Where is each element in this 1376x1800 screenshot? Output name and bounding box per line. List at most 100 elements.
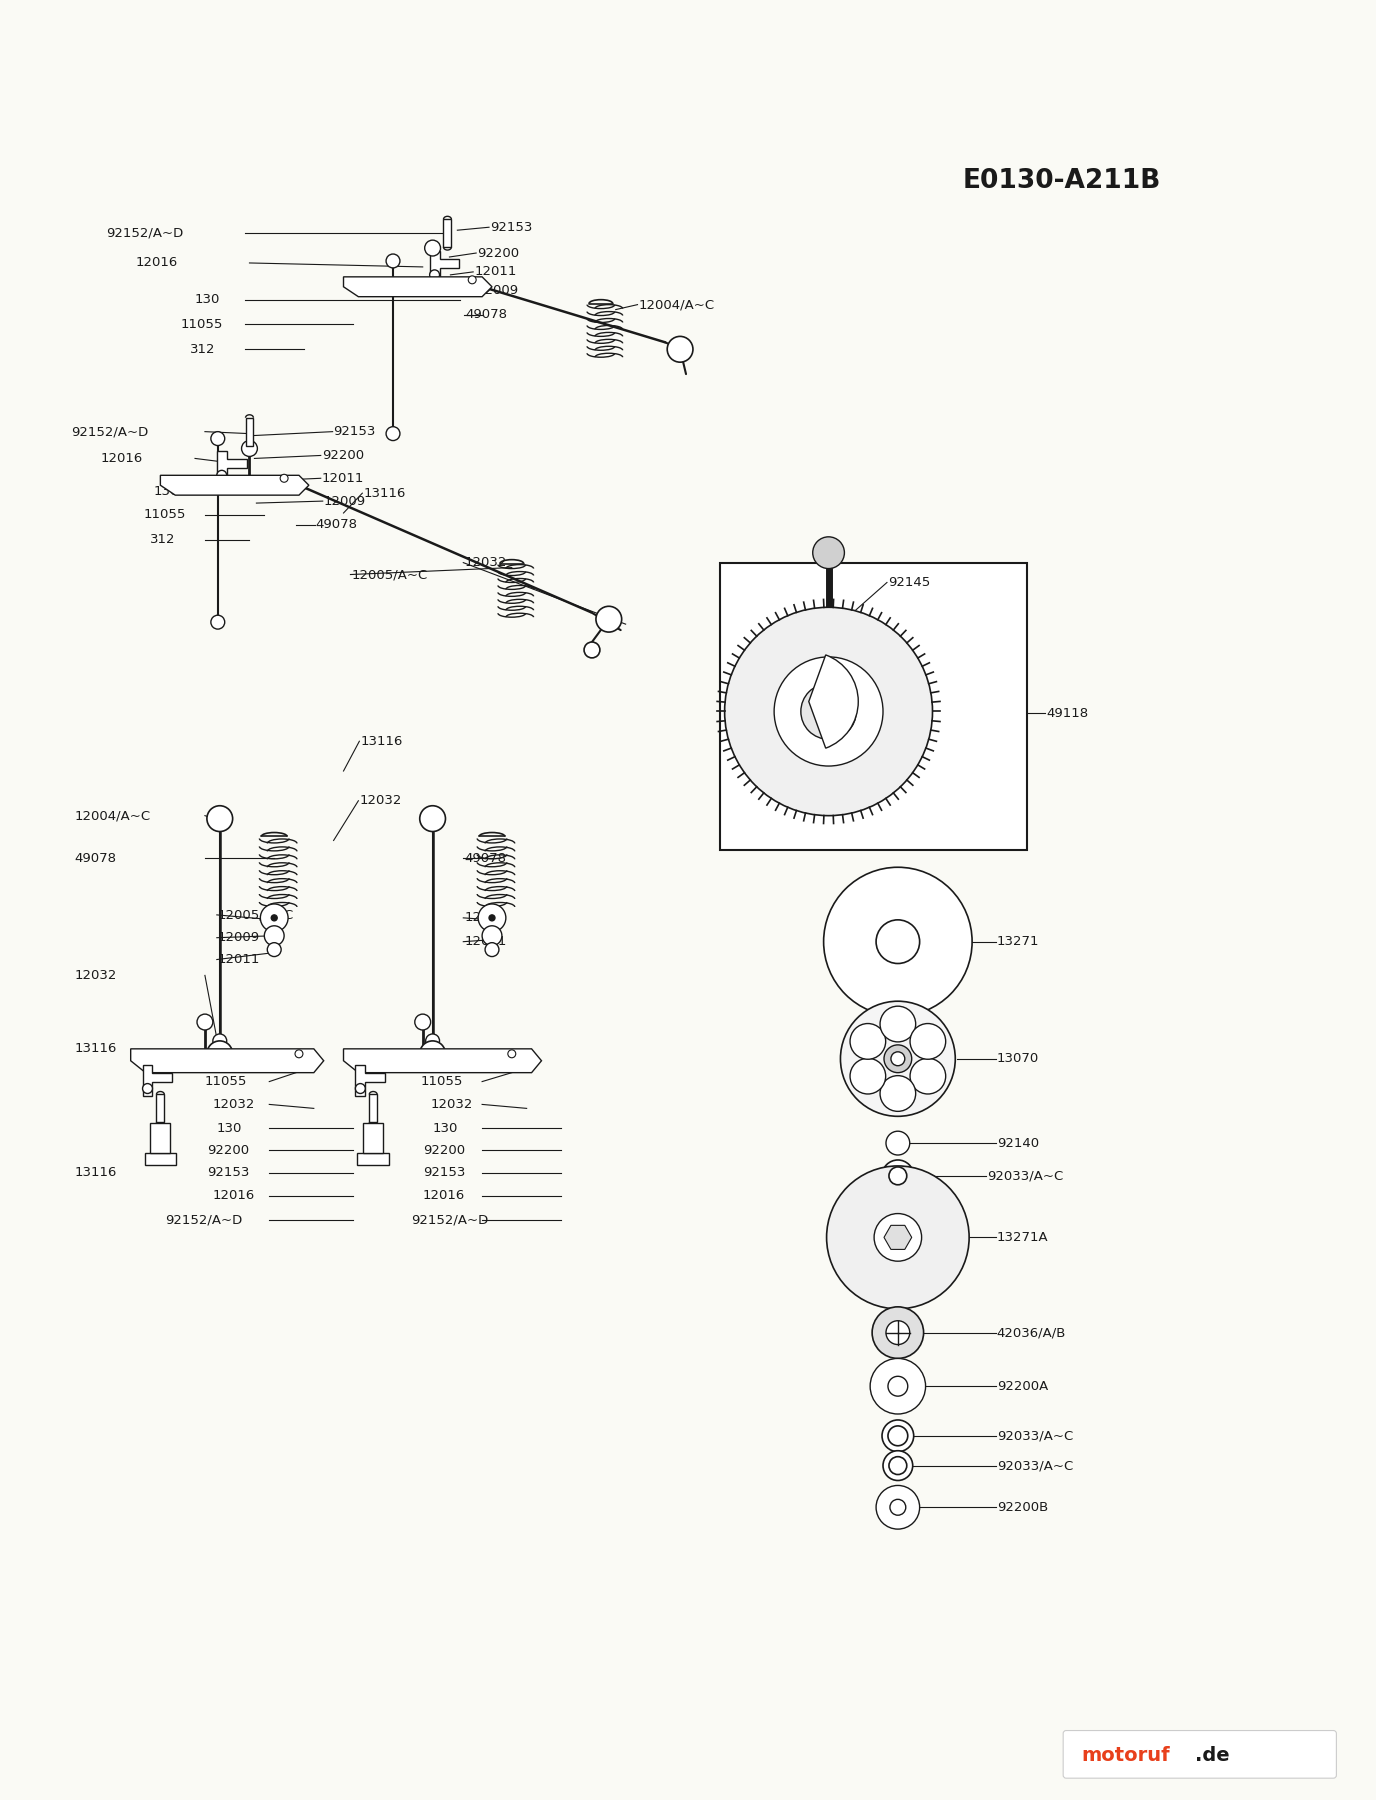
Circle shape [211, 616, 224, 630]
Circle shape [889, 1166, 907, 1184]
Text: 12004/A~C: 12004/A~C [638, 299, 714, 311]
Text: 12032: 12032 [213, 1098, 255, 1111]
Text: 11055: 11055 [143, 508, 186, 522]
Text: 92033/A~C: 92033/A~C [987, 1170, 1064, 1183]
Circle shape [881, 1076, 915, 1111]
Polygon shape [355, 1066, 385, 1096]
FancyBboxPatch shape [1064, 1730, 1336, 1778]
Text: 92152/A~D: 92152/A~D [72, 425, 149, 437]
Text: 12011: 12011 [475, 265, 516, 279]
Text: 49078: 49078 [74, 851, 116, 864]
Circle shape [815, 698, 842, 725]
Circle shape [824, 868, 971, 1015]
Circle shape [420, 1040, 446, 1067]
Bar [720, 563, 1026, 850]
Text: 12005/A~C: 12005/A~C [351, 569, 428, 581]
Circle shape [583, 643, 600, 657]
Text: 12004/A~C: 12004/A~C [74, 810, 150, 823]
Text: 13070: 13070 [996, 1053, 1039, 1066]
Circle shape [667, 337, 694, 362]
Text: 312: 312 [417, 1053, 442, 1066]
Circle shape [882, 1159, 914, 1192]
Text: 12009: 12009 [464, 911, 506, 925]
Circle shape [264, 925, 283, 945]
Text: 42036/A/B: 42036/A/B [996, 1327, 1066, 1339]
Polygon shape [131, 1049, 323, 1073]
Text: 13271A: 13271A [996, 1231, 1049, 1244]
Circle shape [877, 1485, 919, 1530]
Text: 49078: 49078 [465, 308, 508, 320]
Text: 11055: 11055 [421, 1075, 464, 1087]
Text: 13116: 13116 [363, 486, 406, 500]
Text: 11055: 11055 [180, 319, 223, 331]
Circle shape [197, 1013, 213, 1030]
Text: 12016: 12016 [136, 256, 178, 270]
Polygon shape [344, 1049, 542, 1073]
Circle shape [883, 1451, 912, 1480]
Circle shape [242, 441, 257, 457]
Text: 13271: 13271 [996, 936, 1039, 949]
Circle shape [425, 239, 440, 256]
Circle shape [143, 1084, 153, 1093]
Wedge shape [809, 655, 859, 749]
Text: 12032: 12032 [359, 794, 402, 806]
Circle shape [294, 1049, 303, 1058]
Circle shape [260, 904, 288, 932]
Circle shape [850, 1058, 886, 1094]
Circle shape [882, 1420, 914, 1453]
Text: 12011: 12011 [322, 472, 365, 484]
Polygon shape [217, 452, 246, 482]
Circle shape [801, 684, 856, 740]
Text: 130: 130 [217, 1121, 242, 1134]
Text: 12011: 12011 [464, 936, 506, 949]
Circle shape [874, 1213, 922, 1262]
Text: 12016: 12016 [422, 1190, 465, 1202]
Circle shape [890, 1499, 905, 1516]
Circle shape [477, 904, 506, 932]
Circle shape [910, 1058, 945, 1094]
Text: 92200: 92200 [477, 247, 519, 259]
Text: 130: 130 [195, 293, 220, 306]
Text: 130: 130 [432, 1121, 458, 1134]
Bar [443, 220, 451, 247]
Circle shape [213, 1033, 227, 1048]
Circle shape [889, 1456, 907, 1474]
Circle shape [886, 1130, 910, 1156]
Circle shape [850, 1024, 886, 1058]
Text: 12016: 12016 [213, 1190, 255, 1202]
Circle shape [281, 475, 288, 482]
Text: 92153: 92153 [490, 221, 533, 234]
Text: 13116: 13116 [361, 734, 403, 747]
Circle shape [877, 920, 919, 963]
Circle shape [217, 470, 227, 481]
Text: 92145: 92145 [888, 576, 930, 589]
Text: 92200: 92200 [422, 1143, 465, 1157]
Circle shape [775, 657, 883, 767]
Circle shape [267, 943, 281, 956]
Circle shape [910, 1024, 945, 1058]
Text: 49078: 49078 [316, 518, 358, 531]
Polygon shape [344, 277, 493, 297]
Circle shape [486, 943, 499, 956]
Bar [245, 418, 253, 446]
Text: 12032: 12032 [464, 556, 506, 569]
Text: motoruf: motoruf [1082, 1746, 1170, 1764]
Circle shape [211, 432, 224, 446]
Bar [150, 1123, 171, 1154]
Polygon shape [161, 475, 308, 495]
Text: 12009: 12009 [476, 284, 519, 297]
Circle shape [425, 1033, 439, 1048]
Text: 312: 312 [200, 1053, 226, 1066]
Bar [144, 1154, 176, 1165]
Text: 130: 130 [154, 484, 179, 497]
Text: 49078: 49078 [464, 851, 506, 864]
Circle shape [870, 1359, 926, 1415]
Circle shape [206, 1040, 233, 1067]
Circle shape [596, 607, 622, 632]
Circle shape [872, 1307, 923, 1359]
Circle shape [886, 1321, 910, 1345]
Text: 92033/A~C: 92033/A~C [996, 1429, 1073, 1442]
Circle shape [482, 925, 502, 945]
Bar [157, 1094, 164, 1121]
Text: 92152/A~D: 92152/A~D [106, 227, 183, 239]
